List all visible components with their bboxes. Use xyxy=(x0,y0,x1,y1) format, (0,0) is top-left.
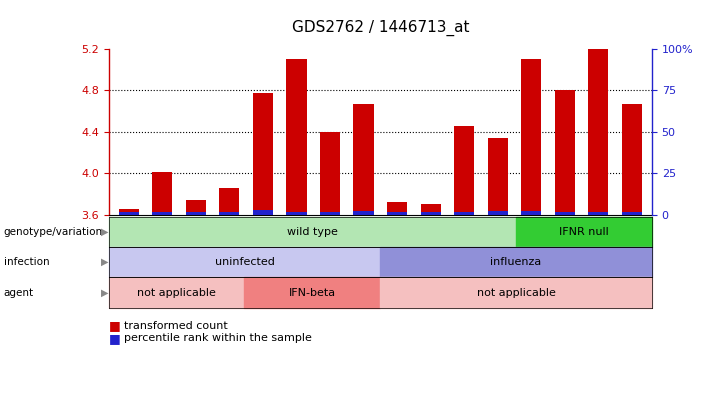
Bar xyxy=(421,212,441,215)
Text: influenza: influenza xyxy=(491,257,542,267)
Bar xyxy=(118,212,139,215)
Bar xyxy=(152,211,172,215)
Text: wild type: wild type xyxy=(287,227,338,237)
Text: genotype/variation: genotype/variation xyxy=(4,227,102,237)
Bar xyxy=(320,211,340,215)
Text: ▶: ▶ xyxy=(102,288,109,298)
Bar xyxy=(521,211,541,215)
Bar xyxy=(588,212,608,215)
Text: ▶: ▶ xyxy=(102,227,109,237)
Bar xyxy=(253,211,273,215)
Bar xyxy=(454,211,474,215)
Bar xyxy=(588,49,608,215)
Bar xyxy=(488,211,508,215)
Bar xyxy=(219,211,240,215)
Bar xyxy=(454,126,474,215)
Text: agent: agent xyxy=(4,288,34,298)
Text: not applicable: not applicable xyxy=(137,288,216,298)
Bar xyxy=(353,104,374,215)
Text: not applicable: not applicable xyxy=(477,288,556,298)
Bar xyxy=(287,211,306,215)
Text: infection: infection xyxy=(4,257,49,267)
Bar xyxy=(622,212,642,215)
Bar xyxy=(118,209,139,215)
Bar xyxy=(554,211,575,215)
Text: uninfected: uninfected xyxy=(215,257,274,267)
Bar xyxy=(152,172,172,215)
Bar xyxy=(320,132,340,215)
Text: transformed count: transformed count xyxy=(124,321,228,331)
Text: ■: ■ xyxy=(109,332,121,345)
Text: IFN-beta: IFN-beta xyxy=(289,288,336,298)
Bar xyxy=(287,59,306,215)
Bar xyxy=(622,104,642,215)
Bar xyxy=(353,211,374,215)
Bar xyxy=(421,204,441,215)
Text: ▶: ▶ xyxy=(102,257,109,267)
Bar xyxy=(521,59,541,215)
Bar xyxy=(387,202,407,215)
Bar xyxy=(186,212,206,215)
Bar xyxy=(554,90,575,215)
Bar xyxy=(219,188,240,215)
Bar xyxy=(488,138,508,215)
Text: GDS2762 / 1446713_at: GDS2762 / 1446713_at xyxy=(292,20,469,36)
Text: percentile rank within the sample: percentile rank within the sample xyxy=(124,333,312,343)
Bar xyxy=(387,212,407,215)
Bar xyxy=(253,93,273,215)
Text: IFNR null: IFNR null xyxy=(559,227,609,237)
Text: ■: ■ xyxy=(109,320,121,333)
Bar xyxy=(186,200,206,215)
